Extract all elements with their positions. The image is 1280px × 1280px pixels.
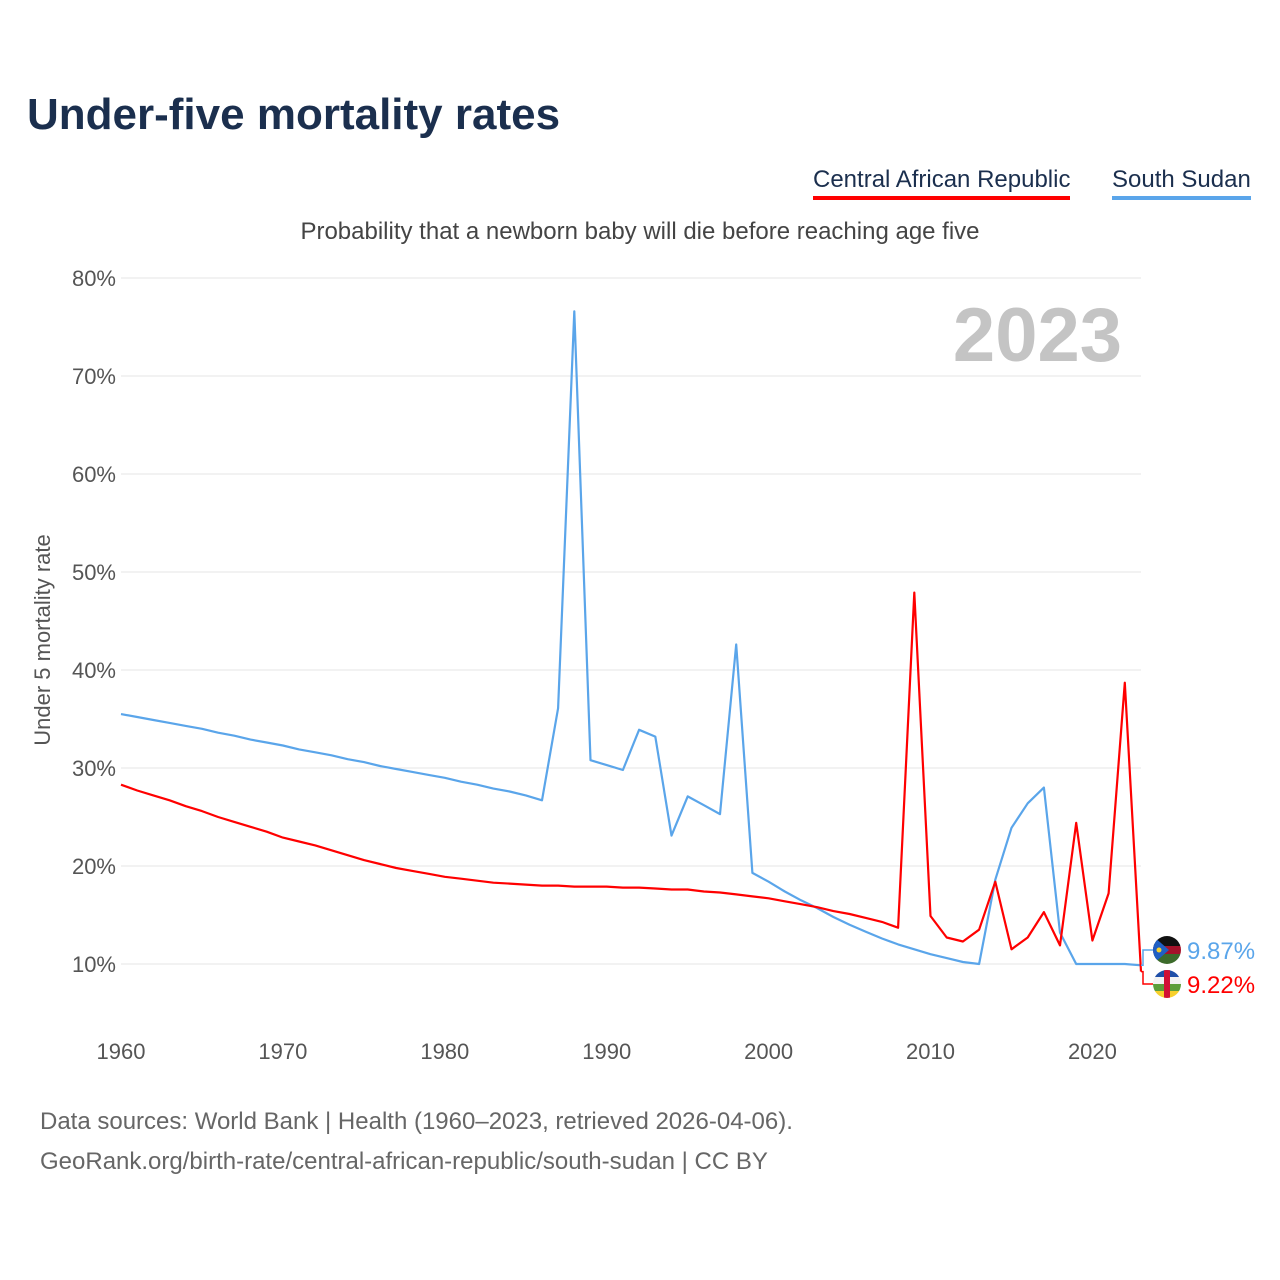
y-tick-label: 70% xyxy=(72,364,116,389)
x-tick-label: 1990 xyxy=(582,1039,631,1064)
flag-stripe xyxy=(1164,970,1170,998)
flag-body xyxy=(1153,970,1181,998)
end-value-label: 9.87% xyxy=(1187,938,1255,965)
x-tick-label: 1960 xyxy=(97,1039,146,1064)
y-tick-label: 40% xyxy=(72,658,116,683)
series-line-central-african-republic xyxy=(120,591,1143,972)
x-tick-label: 1970 xyxy=(258,1039,307,1064)
x-tick-label: 2010 xyxy=(906,1039,955,1064)
x-tick-label: 2000 xyxy=(744,1039,793,1064)
y-tick-label: 30% xyxy=(72,756,116,781)
x-tick-label: 1980 xyxy=(420,1039,469,1064)
chart-subtitle: Probability that a newborn baby will die… xyxy=(300,218,980,245)
y-tick-label: 10% xyxy=(72,952,116,977)
legend-south-sudan[interactable]: South Sudan xyxy=(1112,166,1251,200)
legend-central-african-republic[interactable]: Central African Republic xyxy=(813,166,1071,200)
source-text: Data sources: World Bank | Health (1960–… xyxy=(40,1108,793,1135)
chart-title: Under-five mortality rates xyxy=(27,90,561,139)
x-tick-label: 2020 xyxy=(1068,1039,1117,1064)
end-value-label: 9.22% xyxy=(1187,972,1255,999)
flag-stripe xyxy=(1153,954,1181,964)
end-connector xyxy=(1141,949,1153,967)
y-tick-label: 60% xyxy=(72,462,116,487)
flag-body xyxy=(1153,936,1181,964)
flag-star xyxy=(1156,947,1162,953)
end-connector xyxy=(1141,970,1153,985)
flag-stripe xyxy=(1153,936,1181,946)
y-tick-label: 80% xyxy=(72,266,116,291)
flag-south-sudan-icon xyxy=(1153,936,1181,964)
y-axis-label: Under 5 mortality rate xyxy=(30,534,55,746)
y-tick-label: 20% xyxy=(72,854,116,879)
year-watermark: 2023 xyxy=(952,293,1122,378)
source-url[interactable]: GeoRank.org/birth-rate/central-african-r… xyxy=(40,1148,768,1175)
flag-central-african-republic-icon xyxy=(1153,970,1181,998)
series-line-south-sudan xyxy=(120,310,1142,967)
y-tick-label: 50% xyxy=(72,560,116,585)
